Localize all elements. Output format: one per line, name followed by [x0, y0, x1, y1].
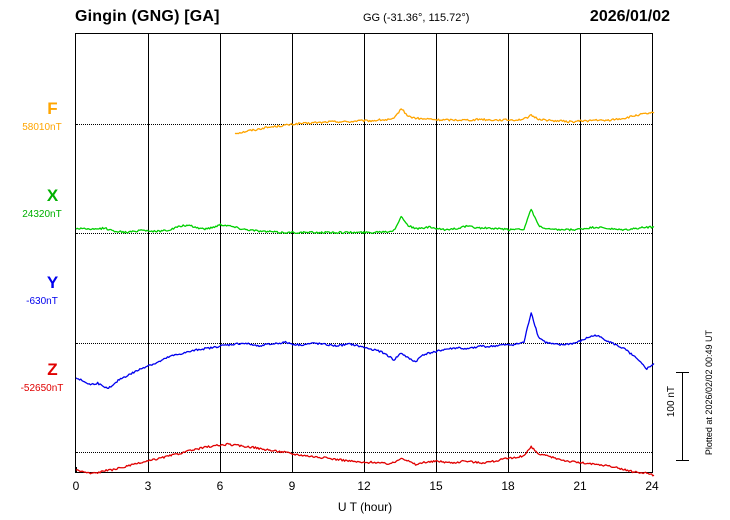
component-label-Z: Z — [47, 360, 58, 379]
component-label-X: X — [46, 186, 59, 205]
plotted-timestamp: Plotted at 2026/02/02 00:49 UT — [704, 330, 714, 456]
trace-X — [75, 208, 655, 235]
reference-line-X — [76, 233, 652, 235]
x-axis-tick-label: 9 — [288, 479, 296, 493]
scale-bar-line — [682, 372, 683, 460]
component-baseline-Z: -52650nT — [20, 383, 64, 394]
station-title: Gingin (GNG) [GA] — [75, 8, 220, 25]
x-axis-tick — [652, 467, 653, 473]
scale-bar-bottom-cap — [676, 460, 689, 461]
x-axis-tick-label: 3 — [144, 479, 152, 493]
x-axis-tick — [148, 467, 149, 473]
magnetogram-plot-area: 0 3 6 9 12 15 18 21 24 U T (hour) — [73, 33, 659, 514]
trace-Y — [75, 312, 655, 389]
reference-line-Y — [76, 342, 652, 344]
trace-Z — [75, 442, 655, 477]
x-axis-tick — [292, 467, 293, 473]
reference-line-Z — [76, 452, 652, 454]
x-axis-tick-label: 6 — [216, 479, 224, 493]
gridline-vertical — [508, 34, 509, 472]
component-label-F: F — [47, 99, 58, 118]
component-label-Y: Y — [46, 273, 59, 292]
x-axis-tick — [364, 467, 365, 473]
x-axis-tick-label: 15 — [429, 479, 443, 493]
x-axis-tick — [220, 467, 221, 473]
component-baseline-Y: -630nT — [26, 296, 58, 307]
gridline-vertical — [364, 34, 365, 472]
gridline-vertical — [436, 34, 437, 472]
geographic-coordinates: GG (-31.36°, 115.72°) — [363, 12, 470, 24]
component-baseline-F: 58010nT — [22, 122, 62, 133]
x-axis-tick-label: 24 — [645, 479, 659, 493]
x-axis-tick-label: 0 — [72, 479, 80, 493]
x-axis-tick — [580, 467, 581, 473]
gridline-vertical — [148, 34, 149, 472]
x-axis-tick-label: 18 — [501, 479, 515, 493]
gridline-vertical — [580, 34, 581, 472]
trace-layer — [75, 108, 655, 477]
gridline-vertical — [292, 34, 293, 472]
x-axis-tick — [508, 467, 509, 473]
scale-bar-label: 100 nT — [666, 386, 677, 418]
x-axis-tick — [436, 467, 437, 473]
x-axis-tick-label: 12 — [357, 479, 371, 493]
observation-date: 2026/01/02 — [589, 8, 670, 25]
component-baseline-X: 24320nT — [22, 209, 62, 220]
x-axis-title: U T (hour) — [337, 500, 393, 514]
x-axis-tick-label: 21 — [573, 479, 587, 493]
trace-F — [234, 108, 655, 135]
reference-line-F — [76, 123, 652, 125]
gridline-vertical — [220, 34, 221, 472]
